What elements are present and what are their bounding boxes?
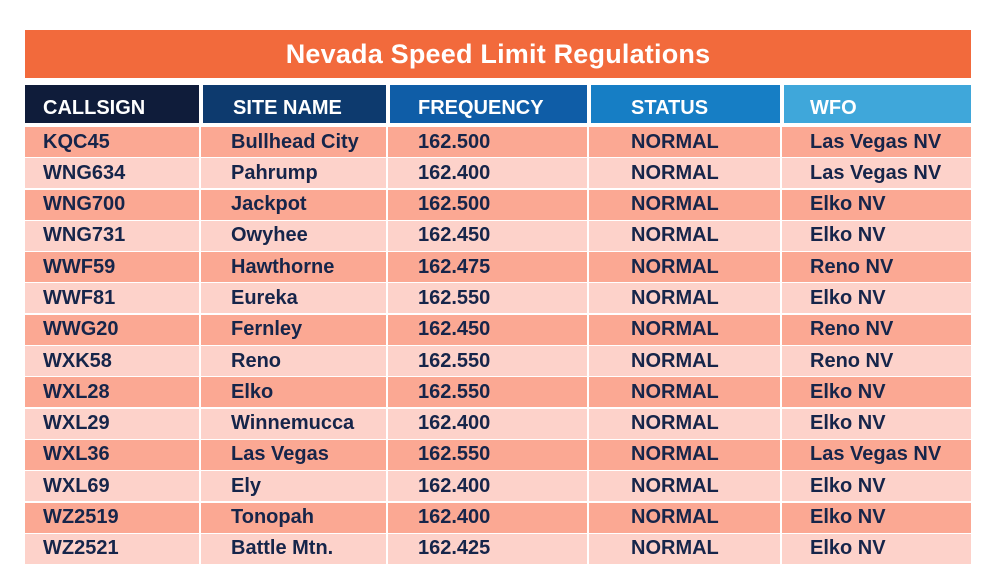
wfo-cell: Elko NV	[810, 286, 886, 309]
callsign-cell: WXL28	[25, 377, 201, 408]
status-cell: NORMAL	[591, 189, 782, 220]
status-cell: NORMAL	[591, 158, 782, 189]
table-row: WWF81 Eureka 162.550 NORMAL Elko NV	[25, 283, 971, 314]
callsign-cell: WXL29	[25, 408, 201, 439]
frequency-cell: 162.450	[390, 314, 589, 345]
frequency-cell: 162.425	[390, 533, 589, 564]
callsign-cell: WWG20	[25, 314, 201, 345]
site-name-cell: Owyhee	[203, 220, 388, 251]
frequency-cell: 162.500	[390, 189, 589, 220]
wfo-cell: Elko NV	[810, 224, 886, 247]
status-cell: NORMAL	[591, 377, 782, 408]
site-name-cell: Las Vegas	[203, 439, 388, 470]
table-row: WXL28 Elko 162.550 NORMAL Elko NV	[25, 377, 971, 408]
frequency-cell: 162.400	[390, 158, 589, 189]
callsign-cell: WNG731	[25, 220, 201, 251]
callsign-cell: WWF81	[25, 283, 201, 314]
table-row: WZ2519 Tonopah 162.400 NORMAL Elko NV	[25, 502, 971, 533]
callsign-cell: WWF59	[25, 252, 201, 283]
table-row: WNG731 Owyhee 162.450 NORMAL Elko NV	[25, 220, 971, 251]
callsign-cell: WNG634	[25, 158, 201, 189]
status-cell: NORMAL	[591, 408, 782, 439]
column-header-status[interactable]: STATUS	[591, 85, 780, 123]
status-cell: NORMAL	[591, 220, 782, 251]
table-row: WWG20 Fernley 162.450 NORMAL Reno NV	[25, 314, 971, 345]
column-header-site-name[interactable]: SITE NAME	[203, 85, 386, 123]
table-title: Nevada Speed Limit Regulations	[25, 30, 971, 78]
wfo-cell: Elko NV	[810, 506, 886, 529]
wfo-cell: Las Vegas NV	[810, 443, 942, 466]
site-name-cell: Fernley	[203, 314, 388, 345]
callsign-cell: WZ2521	[25, 533, 201, 564]
table-row: WXL29 Winnemucca 162.400 NORMAL Elko NV	[25, 408, 971, 439]
wfo-cell: Elko NV	[810, 193, 886, 216]
wfo-cell: Reno NV	[810, 255, 894, 278]
frequency-cell: 162.550	[390, 283, 589, 314]
site-name-cell: Jackpot	[203, 189, 388, 220]
callsign-cell: KQC45	[25, 127, 201, 157]
site-name-cell: Tonopah	[203, 502, 388, 533]
frequency-cell: 162.550	[390, 346, 589, 377]
speed-limit-table: CALLSIGN SITE NAME FREQUENCY STATUS WFO …	[25, 85, 971, 565]
callsign-cell: WXL69	[25, 471, 201, 502]
site-name-cell: Bullhead City	[203, 127, 388, 157]
frequency-cell: 162.500	[390, 127, 589, 157]
column-header-callsign[interactable]: CALLSIGN	[25, 85, 199, 123]
table-row: WZ2521 Battle Mtn. 162.425 NORMAL Elko NV	[25, 533, 971, 564]
table-row: WNG634 Pahrump 162.400 NORMAL Las Vegas NV	[25, 158, 971, 189]
column-header-frequency[interactable]: FREQUENCY	[390, 85, 587, 123]
status-cell: NORMAL	[591, 314, 782, 345]
column-header-wfo[interactable]: WFO	[784, 85, 971, 123]
frequency-cell: 162.550	[390, 439, 589, 470]
status-cell: NORMAL	[591, 283, 782, 314]
wfo-cell: Reno NV	[810, 318, 894, 341]
callsign-cell: WXK58	[25, 346, 201, 377]
status-cell: NORMAL	[591, 471, 782, 502]
wfo-cell: Las Vegas NV	[810, 130, 942, 153]
frequency-cell: 162.450	[390, 220, 589, 251]
wfo-cell: Reno NV	[810, 349, 894, 372]
frequency-cell: 162.400	[390, 502, 589, 533]
table-row: WNG700 Jackpot 162.500 NORMAL Elko NV	[25, 189, 971, 220]
site-name-cell: Pahrump	[203, 158, 388, 189]
table-header-row: CALLSIGN SITE NAME FREQUENCY STATUS WFO	[25, 85, 971, 123]
frequency-cell: 162.400	[390, 408, 589, 439]
status-cell: NORMAL	[591, 127, 782, 157]
status-cell: NORMAL	[591, 502, 782, 533]
wfo-cell: Elko NV	[810, 474, 886, 497]
site-name-cell: Ely	[203, 471, 388, 502]
frequency-cell: 162.550	[390, 377, 589, 408]
table-row: WWF59 Hawthorne 162.475 NORMAL Reno NV	[25, 252, 971, 283]
site-name-cell: Battle Mtn.	[203, 533, 388, 564]
table-row: WXL69 Ely 162.400 NORMAL Elko NV	[25, 471, 971, 502]
table-row: WXK58 Reno 162.550 NORMAL Reno NV	[25, 346, 971, 377]
table-row: WXL36 Las Vegas 162.550 NORMAL Las Vegas NV	[25, 439, 971, 470]
callsign-cell: WZ2519	[25, 502, 201, 533]
callsign-cell: WXL36	[25, 439, 201, 470]
table-row: KQC45 Bullhead City 162.500 NORMAL Las Vegas…	[25, 127, 971, 157]
frequency-cell: 162.475	[390, 252, 589, 283]
site-name-cell: Hawthorne	[203, 252, 388, 283]
site-name-cell: Eureka	[203, 283, 388, 314]
site-name-cell: Winnemucca	[203, 408, 388, 439]
status-cell: NORMAL	[591, 439, 782, 470]
site-name-cell: Reno	[203, 346, 388, 377]
wfo-cell: Elko NV	[810, 412, 886, 435]
site-name-cell: Elko	[203, 377, 388, 408]
wfo-cell: Elko NV	[810, 537, 886, 560]
frequency-cell: 162.400	[390, 471, 589, 502]
callsign-cell: WNG700	[25, 189, 201, 220]
status-cell: NORMAL	[591, 533, 782, 564]
wfo-cell: Elko NV	[810, 380, 886, 403]
status-cell: NORMAL	[591, 346, 782, 377]
wfo-cell: Las Vegas NV	[810, 161, 942, 184]
status-cell: NORMAL	[591, 252, 782, 283]
table-body: KQC45 Bullhead City 162.500 NORMAL Las Vegas…	[25, 127, 971, 564]
